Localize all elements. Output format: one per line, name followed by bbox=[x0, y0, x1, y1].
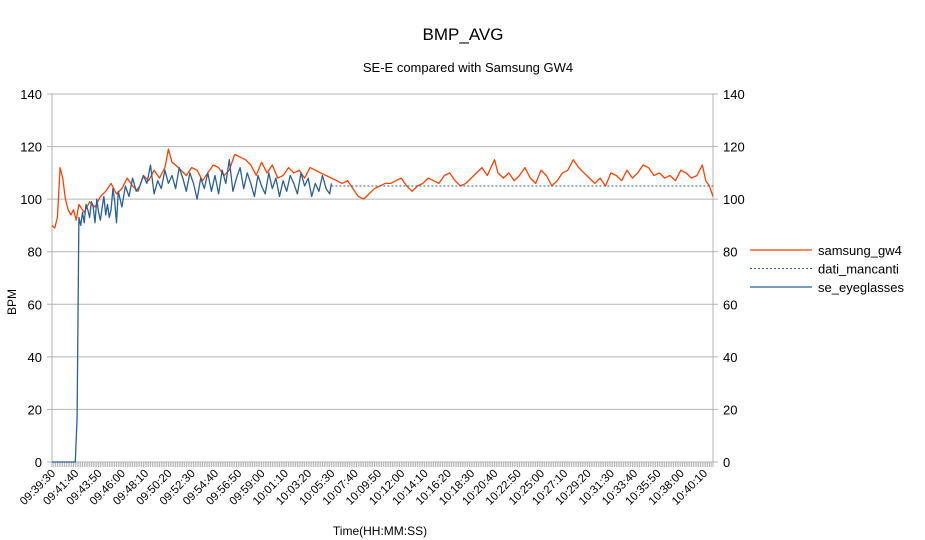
y2-tick-label: 100 bbox=[723, 192, 745, 207]
y-tick-label: 80 bbox=[28, 245, 42, 260]
y2-tick-label: 140 bbox=[723, 87, 745, 102]
x-tick-labels: 09:39:3009:41:4009:43:5009:46:0009:48:10… bbox=[18, 468, 710, 508]
y-tick-label: 40 bbox=[28, 350, 42, 365]
legend-label-se-eyeglasses: se_eyeglasses bbox=[818, 280, 904, 295]
y2-tick-label: 60 bbox=[723, 297, 737, 312]
legend-label-samsung-gw4: samsung_gw4 bbox=[818, 243, 902, 258]
y2-tick-label: 0 bbox=[723, 455, 730, 470]
chart-subtitle: SE-E compared with Samsung GW4 bbox=[363, 60, 573, 75]
y-tick-label: 20 bbox=[28, 402, 42, 417]
y2-tick-label: 120 bbox=[723, 140, 745, 155]
legend: samsung_gw4 dati_mancanti se_eyeglasses bbox=[750, 243, 904, 295]
series-line-se-eyeglasses bbox=[52, 159, 333, 463]
y-tick-label: 60 bbox=[28, 297, 42, 312]
x-axis-label: Time(HH:MM:SS) bbox=[333, 524, 427, 538]
y2-tick-label: 20 bbox=[723, 402, 737, 417]
y-tick-labels: 0 20 40 60 80 100 120 140 bbox=[20, 87, 42, 470]
y2-tick-label: 40 bbox=[723, 350, 737, 365]
y-tick-label: 140 bbox=[20, 87, 42, 102]
secondary-y-tick-labels: 0 20 40 60 80 100 120 140 bbox=[723, 87, 745, 470]
series-lines bbox=[51, 148, 714, 463]
chart-title: BMP_AVG bbox=[423, 25, 504, 44]
y-tick-label: 100 bbox=[20, 192, 42, 207]
axes bbox=[47, 93, 718, 467]
y-tick-label: 0 bbox=[35, 455, 42, 470]
y2-tick-label: 80 bbox=[723, 245, 737, 260]
y-axis-label: BPM bbox=[5, 289, 19, 315]
y-tick-label: 120 bbox=[20, 140, 42, 155]
series-line-samsung-gw4 bbox=[51, 148, 714, 229]
grid bbox=[52, 93, 713, 463]
legend-label-dati-mancanti: dati_mancanti bbox=[818, 262, 899, 277]
